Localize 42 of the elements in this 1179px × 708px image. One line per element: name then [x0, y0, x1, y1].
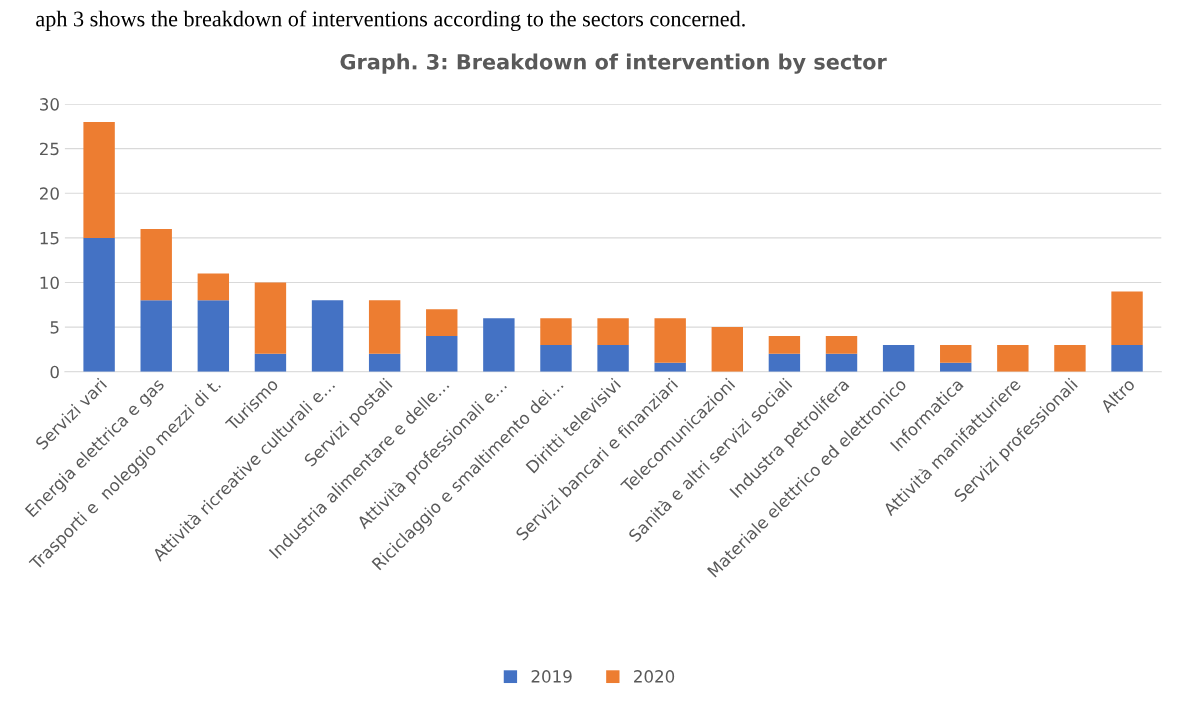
chart-title: Graph. 3: Breakdown of intervention by sector	[340, 53, 887, 74]
bar	[140, 228, 172, 301]
bar	[1111, 344, 1143, 372]
bar	[426, 309, 458, 337]
bar	[654, 362, 686, 372]
bar	[83, 121, 115, 238]
bar	[654, 318, 686, 363]
bar	[997, 344, 1029, 372]
text: aph 3 shows the breakdown of interventions according to the sectors concerned.	[36, 10, 745, 32]
bar	[540, 344, 572, 372]
legend-label: 2019	[531, 670, 572, 683]
y-tick-label: 0	[50, 365, 59, 379]
bar	[140, 300, 172, 372]
y-tick-label: 25	[40, 142, 59, 156]
y-tick-label: 15	[40, 232, 59, 245]
bar	[825, 336, 858, 354]
bar	[768, 336, 801, 354]
bar	[768, 353, 801, 372]
bar	[882, 344, 915, 372]
bar	[1111, 291, 1143, 345]
y-tick-label: 30	[40, 98, 59, 111]
bar	[597, 318, 629, 345]
bar	[711, 327, 743, 372]
bar	[597, 344, 629, 372]
bar	[825, 353, 858, 372]
legend-label: 2020	[634, 670, 675, 683]
bar	[540, 318, 572, 345]
bar	[254, 282, 287, 354]
y-tick-label: 10	[40, 276, 59, 290]
bar	[254, 353, 287, 372]
bar	[83, 237, 115, 372]
bar	[311, 300, 344, 372]
bar	[483, 318, 515, 372]
bar	[197, 300, 230, 372]
bar	[426, 336, 458, 372]
bar	[1054, 344, 1086, 372]
bar	[368, 353, 401, 372]
bar	[197, 273, 230, 301]
bar	[368, 300, 401, 354]
y-tick-label: 5	[50, 321, 59, 334]
y-tick-label: 20	[40, 187, 59, 200]
bar	[940, 344, 972, 363]
